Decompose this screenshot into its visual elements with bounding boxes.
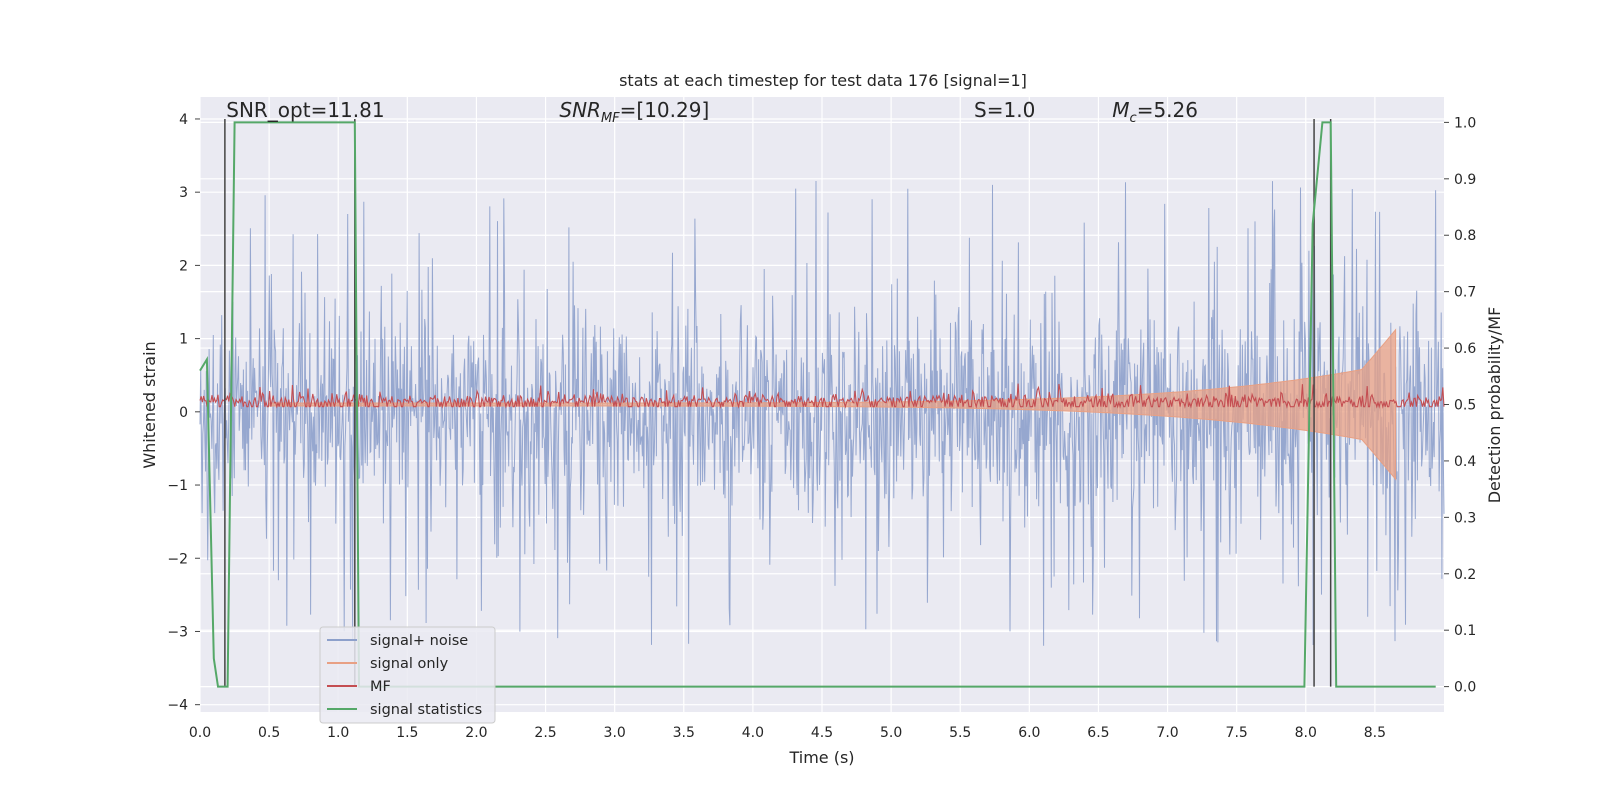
y2-tick-label: 0.8 xyxy=(1454,228,1476,244)
x-tick-label: 1.5 xyxy=(396,725,418,741)
y-tick-label: −3 xyxy=(167,624,188,640)
x-ticks: 0.0 0.5 1.0 1.5 2.0 2.5 3.0 3.5 4.0 4.5 5.0 5.5 6.0 6… xyxy=(189,725,1386,741)
annotation-mc: Mc=5.26 xyxy=(1112,98,1198,126)
y-tick-label: 3 xyxy=(179,185,188,201)
legend-label-signal-statistics: signal statistics xyxy=(370,702,482,718)
x-axis-label: Time (s) xyxy=(788,748,854,767)
y2-tick-label: 1.0 xyxy=(1454,115,1476,131)
x-tick-label: 5.0 xyxy=(880,725,902,741)
y-axis-label: Whitened strain xyxy=(140,341,159,468)
y-tick-label: 0 xyxy=(179,405,188,421)
y-tick-label: 4 xyxy=(179,112,188,128)
annotation-snr-mf: SNRMF=[10.29] xyxy=(559,98,709,126)
legend-label-signal-only: signal only xyxy=(370,656,449,672)
y2-tick-label: 0.1 xyxy=(1454,623,1476,639)
x-tick-label: 2.5 xyxy=(534,725,556,741)
x-tick-label: 7.5 xyxy=(1226,725,1248,741)
x-tick-label: 7.0 xyxy=(1156,725,1178,741)
x-tick-label: 4.0 xyxy=(742,725,764,741)
x-tick-label: 8.5 xyxy=(1364,725,1386,741)
x-tick-label: 2.0 xyxy=(465,725,487,741)
legend-label-signal-noise: signal+ noise xyxy=(370,633,468,649)
y2-tick-label: 0.4 xyxy=(1454,454,1476,470)
x-tick-label: 4.5 xyxy=(811,725,833,741)
y-tick-label: −2 xyxy=(167,551,188,567)
x-tick-label: 8.0 xyxy=(1295,725,1317,741)
y-tick-label: 1 xyxy=(179,332,188,348)
x-tick-label: 6.0 xyxy=(1018,725,1040,741)
annotation-snr-opt: SNR_opt=11.81 xyxy=(226,98,384,122)
y-tick-label: −1 xyxy=(167,478,188,494)
left-y-ticks: −4 −3 −2 −1 0 1 2 3 4 xyxy=(167,112,200,714)
x-tick-label: 5.5 xyxy=(949,725,971,741)
x-tick-label: 1.0 xyxy=(327,725,349,741)
y2-tick-label: 0.5 xyxy=(1454,398,1476,414)
x-tick-label: 0.0 xyxy=(189,725,211,741)
series-layer xyxy=(199,180,1445,646)
y2-tick-label: 0.6 xyxy=(1454,341,1476,357)
signal-only-series xyxy=(268,328,1397,481)
x-tick-label: 3.5 xyxy=(673,725,695,741)
right-y-ticks: 0.0 0.1 0.2 0.3 0.4 0.5 0.6 0.7 0.8 0.9 1.0 xyxy=(1444,115,1476,696)
x-tick-label: 0.5 xyxy=(258,725,280,741)
x-tick-label: 6.5 xyxy=(1087,725,1109,741)
annotation-s: S=1.0 xyxy=(974,98,1035,122)
x-tick-label: 3.0 xyxy=(604,725,626,741)
y2-tick-label: 0.2 xyxy=(1454,567,1476,583)
y2-tick-label: 0.0 xyxy=(1454,680,1476,696)
y2-tick-label: 0.3 xyxy=(1454,510,1476,526)
mf-series xyxy=(199,383,1445,409)
chart-title: stats at each timestep for test data 176… xyxy=(619,71,1027,90)
legend-box xyxy=(319,626,496,724)
y2-tick-label: 0.7 xyxy=(1454,285,1476,301)
y-tick-label: 2 xyxy=(179,258,188,274)
y-tick-label: −4 xyxy=(167,698,188,714)
annotations: SNR_opt=11.81 SNRMF=[10.29] S=1.0 Mc=5.26 xyxy=(226,98,1198,126)
y2-axis-label: Detection probability/MF xyxy=(1485,307,1504,504)
legend: signal+ noise signal only MF signal stat… xyxy=(319,626,496,724)
signal-noise-series xyxy=(199,180,1445,646)
y2-tick-label: 0.9 xyxy=(1454,172,1476,188)
legend-label-mf: MF xyxy=(370,679,391,695)
